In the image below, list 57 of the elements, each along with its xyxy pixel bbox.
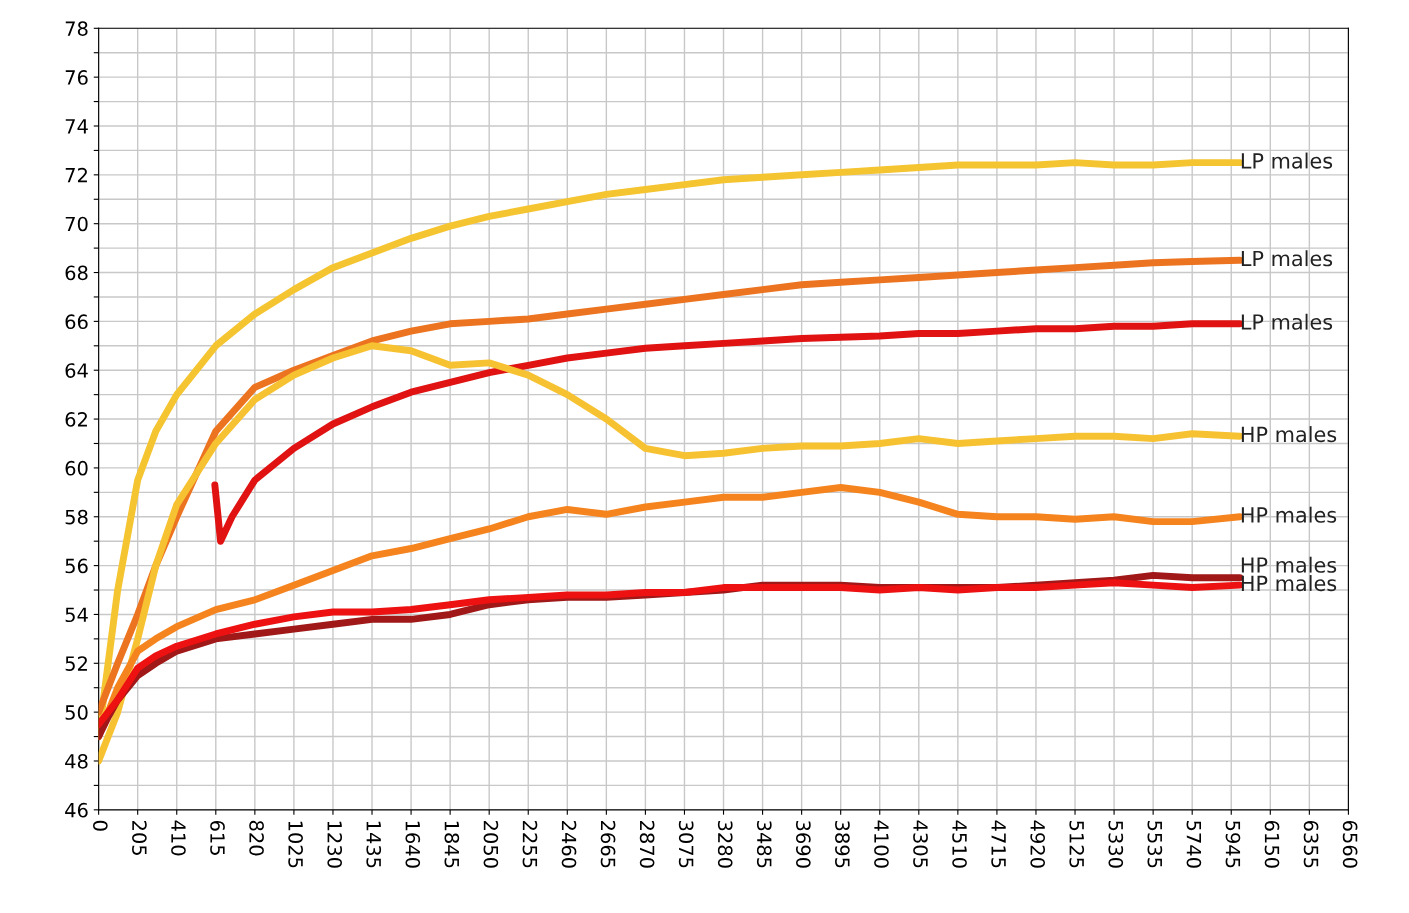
y-tick-label: 48 [65,753,88,769]
y-tick-label: 68 [65,265,88,281]
x-tick-label: 1025 [288,821,303,868]
y-tick-label: 60 [65,460,88,476]
x-tick-label: 410 [171,820,186,856]
x-tick-label: 2870 [639,820,655,868]
x-tick-label: 5125 [1069,821,1085,868]
x-tick-label: 6560 [1342,820,1358,868]
x-tick-label: 4920 [1030,820,1046,868]
series-label: LP males [1241,250,1333,267]
y-tick-label: 50 [65,705,88,720]
y-tick-label: 62 [65,412,87,427]
y-tick-label: 66 [65,314,88,330]
x-tick-label: 615 [210,820,225,855]
x-tick-label: 3280 [717,821,733,868]
series-label: HP males [1241,506,1337,523]
x-tick-label: 2050 [483,820,499,868]
x-tick-label: 0 [92,820,108,831]
y-tick-label: 72 [65,167,87,183]
x-tick-label: 4715 [991,820,1006,868]
y-tick-label: 52 [65,656,87,671]
x-tick-label: 3075 [678,821,694,868]
x-tick-label: 5945 [1225,821,1241,868]
y-tick-label: 46 [65,802,88,818]
y-tick-label: 70 [65,216,88,232]
x-tick-label: 2665 [600,820,616,868]
series-label: HP males [1241,556,1337,573]
x-tick-label: 5330 [1108,821,1124,868]
y-tick-label: 74 [65,119,88,134]
x-tick-label: 205 [132,820,147,855]
x-tick-label: 2255 [522,820,538,868]
x-tick-label: 1640 [405,821,421,868]
x-tick-label: 4510 [952,820,967,868]
x-tick-label: 1435 [366,821,382,868]
x-tick-label: 1230 [327,821,343,868]
x-tick-label: 4305 [913,820,928,868]
y-tick-label: 76 [65,70,88,85]
x-tick-label: 5535 [1147,821,1163,868]
series-label: LP males [1241,152,1333,169]
series-label: HP males [1241,426,1337,443]
x-tick-label: 4100 [874,820,889,868]
y-tick-label: 56 [65,558,88,574]
x-tick-label: 6150 [1264,820,1280,868]
x-tick-label: 2460 [561,820,577,868]
y-tick-label: 54 [65,607,88,623]
y-tick-label: 64 [65,363,88,378]
y-tick-label: 78 [65,21,88,36]
x-tick-label: 5740 [1186,821,1202,868]
x-tick-label: 6355 [1303,820,1319,868]
x-tick-label: 3690 [795,821,811,868]
y-tick-label: 58 [65,509,88,525]
x-tick-label: 3485 [756,821,772,868]
series-label: HP males [1241,575,1337,592]
x-tick-label: 3895 [835,821,850,868]
series-label: LP males [1241,313,1333,330]
x-tick-label: 820 [249,820,264,856]
x-tick-label: 1845 [444,821,460,868]
